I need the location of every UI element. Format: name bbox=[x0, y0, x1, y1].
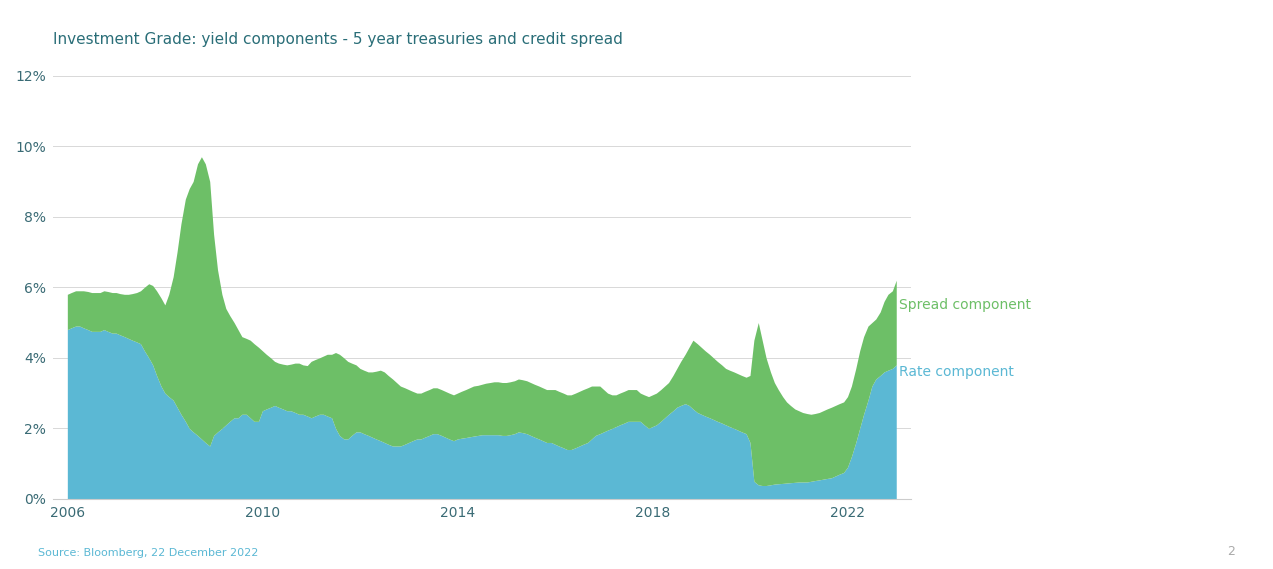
Text: Source: Bloomberg, 22 December 2022: Source: Bloomberg, 22 December 2022 bbox=[38, 547, 258, 558]
Text: Rate component: Rate component bbox=[899, 365, 1013, 379]
Text: Spread component: Spread component bbox=[899, 298, 1031, 312]
Text: 2: 2 bbox=[1227, 545, 1235, 558]
Text: Investment Grade: yield components - 5 year treasuries and credit spread: Investment Grade: yield components - 5 y… bbox=[52, 32, 622, 47]
